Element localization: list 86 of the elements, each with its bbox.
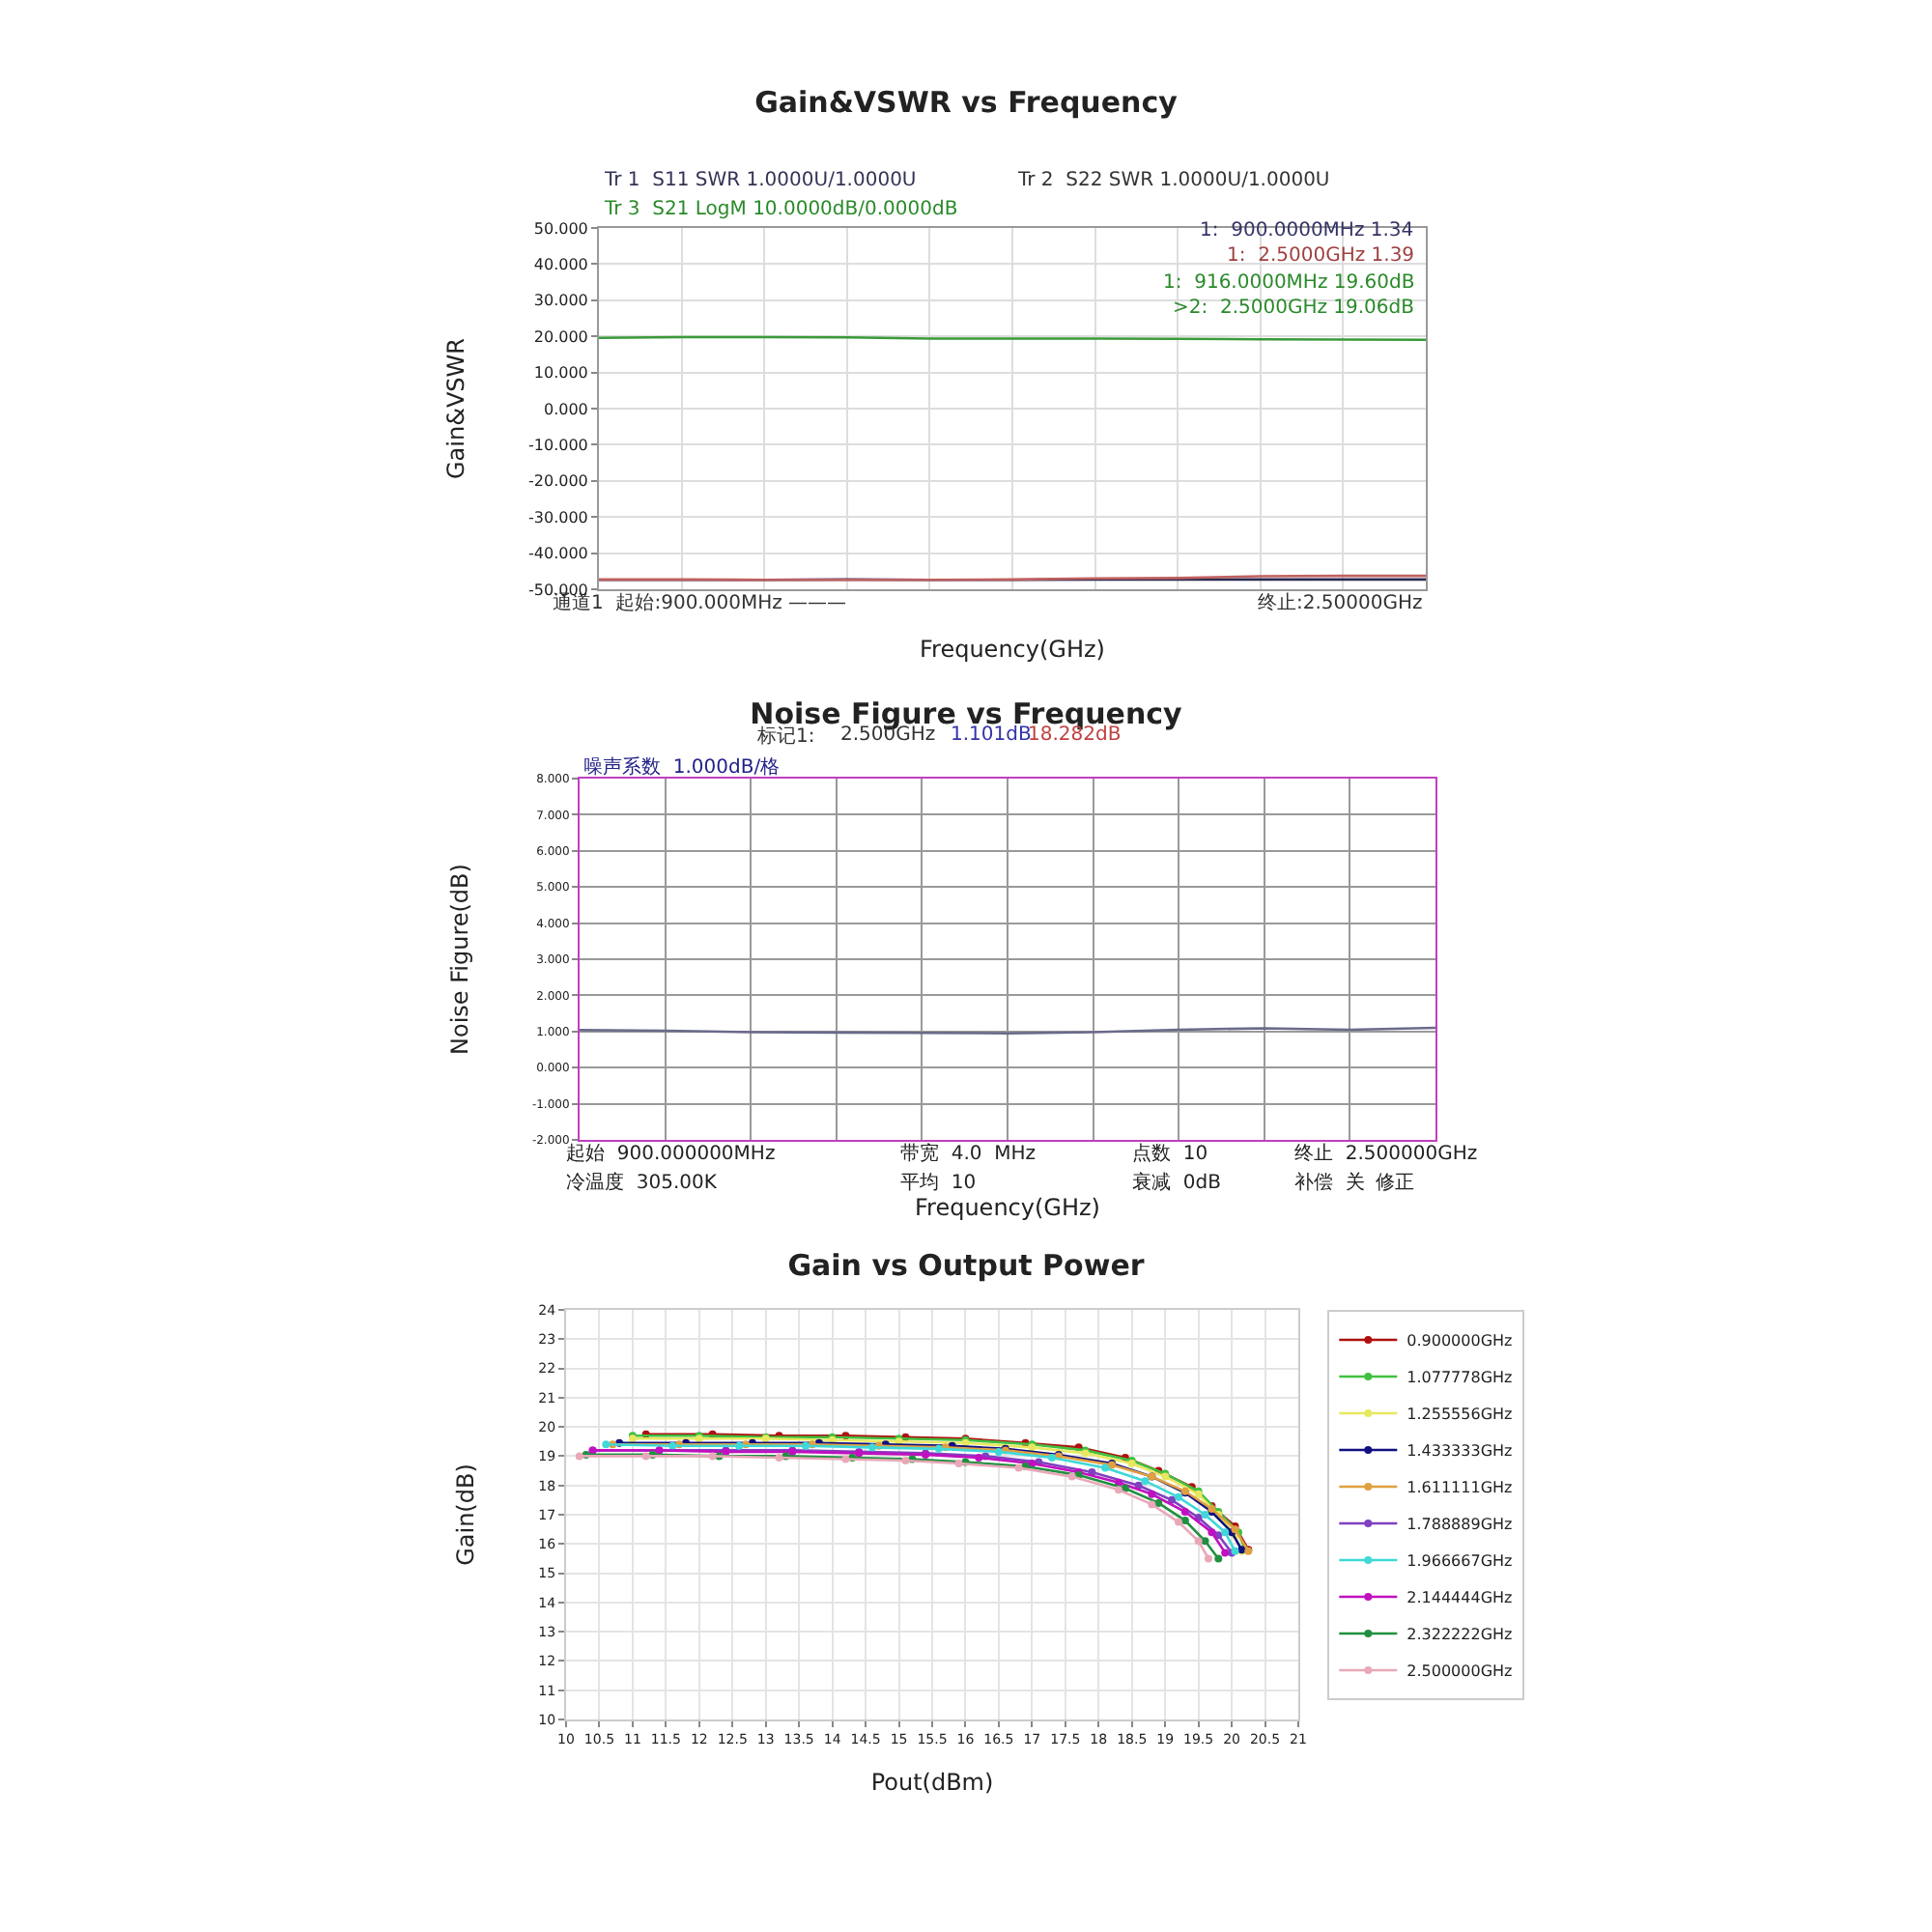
point [1148, 1500, 1156, 1509]
chart-title: Gain&VSWR vs Frequency [754, 84, 1179, 120]
y-tick-label: 20.000 [533, 327, 588, 346]
point [575, 1452, 583, 1461]
point [1201, 1511, 1209, 1519]
legend-label: 1.433333GHz [1406, 1442, 1513, 1461]
chart-title: Gain vs Output Power [787, 1248, 1146, 1283]
y-axis-title: Gain&VSWR [441, 338, 469, 479]
legend-label: 1.255556GHz [1406, 1406, 1513, 1424]
point [934, 1444, 943, 1453]
legend-label: 2.500000GHz [1406, 1662, 1513, 1681]
text: 终止:2.50000GHz [1258, 591, 1423, 614]
text: Tr 1 S11 SWR 1.0000U/1.0000U [603, 170, 917, 191]
text: 衰减 0dB [1132, 1171, 1222, 1194]
annotation: 噪声系数 1.000dB/格 [583, 755, 781, 779]
point [1194, 1537, 1203, 1546]
point [641, 1452, 650, 1461]
point [602, 1440, 611, 1449]
point [1208, 1528, 1216, 1537]
text: 补偿 关 [1294, 1171, 1365, 1194]
legend-label: 1.966667GHz [1406, 1552, 1513, 1571]
point [1174, 1518, 1182, 1526]
point [1141, 1477, 1150, 1486]
y-tick-label: -20.000 [528, 472, 588, 491]
point [1048, 1453, 1057, 1462]
point [994, 1447, 1003, 1456]
point [1180, 1507, 1189, 1516]
y-axis-title: Gain(dB) [451, 1463, 479, 1566]
point [668, 1441, 677, 1450]
x-axis-title: Frequency(GHz) [920, 635, 1105, 663]
point [1204, 1554, 1212, 1563]
x-axis-title: Pout(dBm) [870, 1768, 994, 1796]
point [708, 1452, 717, 1461]
point [802, 1441, 810, 1450]
y-axis-title: Noise Figure(dB) [445, 864, 473, 1055]
y-tick-label: 50.000 [533, 219, 588, 238]
point [1221, 1548, 1230, 1557]
y-tick-label: 10.000 [533, 364, 588, 383]
text: 平均 10 [900, 1171, 977, 1194]
point [841, 1455, 850, 1463]
point [1154, 1498, 1163, 1507]
annotation: 1: 916.0000MHz 19.60dB [1163, 272, 1415, 294]
point [1067, 1472, 1076, 1481]
point [1174, 1492, 1182, 1501]
point [1148, 1490, 1156, 1498]
point [901, 1456, 910, 1464]
y-tick-label: 0.000 [543, 400, 588, 418]
point [1114, 1478, 1122, 1487]
point [1221, 1528, 1230, 1537]
y-tick-label: 30.000 [533, 292, 588, 310]
text: 标记1: [755, 724, 815, 748]
text: 修正 [1376, 1173, 1414, 1194]
annotation: >2: 2.5000GHz 19.06dB [1173, 298, 1415, 319]
x-axis-title: Frequency(GHz) [915, 1193, 1100, 1221]
point [1201, 1537, 1209, 1546]
point [867, 1443, 876, 1452]
point [1114, 1486, 1122, 1494]
y-tick-label: -10.000 [528, 437, 588, 454]
y-tick-label: 40.000 [533, 256, 588, 273]
point [1180, 1517, 1189, 1525]
point [1214, 1554, 1223, 1563]
legend-label: 2.144444GHz [1406, 1589, 1513, 1607]
text: Tr 2 S22 SWR 1.0000U/1.0000U [1016, 170, 1330, 191]
point [975, 1453, 983, 1462]
legend-label: 2.322222GHz [1406, 1626, 1513, 1644]
point [1028, 1460, 1037, 1467]
annotation: 1: 900.0000MHz 1.34 [1200, 220, 1414, 242]
text: 点数 10 [1132, 1142, 1208, 1165]
text: 带宽 4.0 MHz [900, 1142, 1037, 1165]
point [1101, 1463, 1110, 1472]
y-tick-label: -40.000 [528, 545, 588, 563]
text: 冷温度 305.00K [566, 1171, 718, 1194]
point [775, 1453, 783, 1462]
legend-label: 1.788889GHz [1406, 1516, 1513, 1534]
point [735, 1441, 744, 1450]
text: 2.500GHz [840, 724, 936, 746]
point [954, 1460, 963, 1467]
annotation: 1: 2.5000GHz 1.39 [1227, 245, 1415, 267]
text: 起始 900.000000MHz [566, 1142, 776, 1165]
legend-label: 1.077778GHz [1406, 1369, 1513, 1387]
legend-label: 1.611111GHz [1406, 1479, 1513, 1497]
text: Tr 3 S21 LogM 10.0000dB/0.0000dB [603, 199, 958, 220]
legend-label: 0.900000GHz [1406, 1332, 1513, 1350]
y-tick-label: -30.000 [528, 508, 588, 526]
point [1014, 1463, 1023, 1472]
text: 终止 2.500000GHz [1294, 1142, 1478, 1165]
